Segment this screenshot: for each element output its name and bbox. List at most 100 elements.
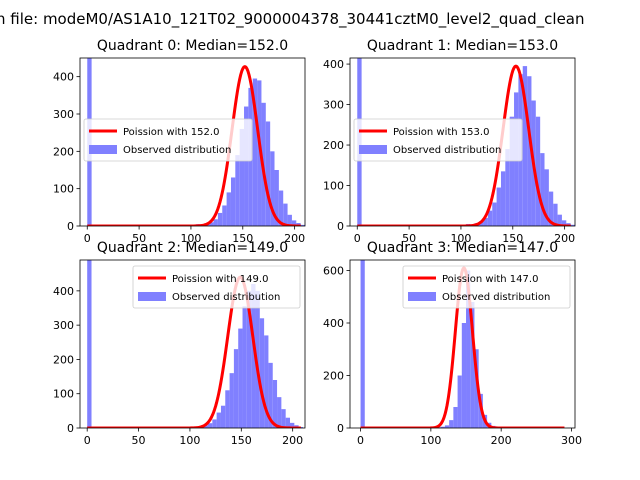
legend: Poission with 149.0 Observed distribution — [132, 265, 301, 309]
histogram-bar — [540, 153, 545, 226]
histogram-bar — [360, 260, 365, 428]
histogram-bar — [470, 302, 475, 428]
histogram-bar — [287, 214, 292, 226]
histogram-bar — [544, 169, 549, 226]
x-tick-label: 150 — [231, 434, 252, 447]
histogram-bar — [509, 116, 515, 226]
histogram-bar — [496, 187, 501, 226]
histogram-bar — [274, 170, 279, 226]
y-tick-label: 300 — [53, 319, 74, 332]
y-tick-label: 200 — [323, 139, 344, 152]
legend-label-poisson: Poission with 147.0 — [442, 274, 538, 285]
histogram-bar — [449, 420, 454, 428]
histogram-bar — [203, 425, 209, 428]
y-tick-label: 200 — [53, 353, 74, 366]
y-tick-label: 0 — [337, 220, 344, 233]
y-tick-label: 400 — [53, 71, 74, 84]
legend: Poission with 153.0 Observed distribution — [353, 118, 523, 162]
legend-label-observed: Observed distribution — [393, 145, 501, 156]
histogram-bar — [553, 203, 558, 226]
quadrant-3-title: Quadrant 3: Median=147.0 — [367, 240, 558, 256]
histogram-bar — [222, 205, 227, 226]
histogram-bar — [238, 328, 243, 428]
y-tick-label: 0 — [67, 220, 74, 233]
legend-bar-swatch — [359, 145, 387, 154]
legend-label-observed: Observed distribution — [172, 292, 280, 303]
histogram-bar — [225, 390, 230, 428]
y-tick-label: 200 — [53, 145, 74, 158]
histogram-bar — [87, 260, 92, 428]
histogram-bar — [492, 202, 497, 226]
histogram-bar — [466, 270, 471, 428]
histogram-bar — [522, 66, 528, 226]
histogram-bar — [527, 76, 532, 226]
histogram-bar — [283, 203, 288, 226]
histogram-bar — [265, 121, 271, 226]
legend-bar-swatch — [408, 292, 436, 301]
legend: Poission with 152.0 Observed distribution — [83, 118, 253, 162]
histogram-bar — [244, 106, 249, 226]
histogram-bar — [209, 222, 214, 226]
histogram-bar — [285, 417, 290, 428]
histogram-bar — [220, 405, 226, 428]
y-tick-label: 100 — [53, 388, 74, 401]
histogram-bar — [548, 191, 554, 226]
axes-frame — [79, 57, 306, 227]
axes-frame — [349, 259, 576, 429]
histogram-bar — [278, 190, 284, 226]
x-tick-label: 100 — [179, 434, 200, 447]
histogram-bar — [277, 397, 282, 428]
y-tick-label: 400 — [53, 285, 74, 298]
histogram-bar — [500, 171, 506, 226]
histogram-bar — [246, 290, 252, 428]
legend-box — [132, 265, 301, 309]
histogram-bar — [444, 425, 450, 428]
histogram-bar — [212, 419, 217, 428]
histogram-bar — [535, 116, 541, 226]
histogram-bar — [272, 380, 278, 428]
histogram-bar — [251, 284, 256, 428]
histogram-bar — [208, 423, 213, 428]
axes-frame — [79, 259, 306, 429]
histogram-bar — [561, 220, 567, 226]
x-tick-label: 50 — [132, 232, 146, 245]
x-tick-label: 300 — [561, 434, 582, 447]
histogram-bar — [230, 177, 236, 226]
histogram-bar — [487, 210, 493, 226]
legend-label-poisson: Poission with 153.0 — [393, 127, 489, 138]
legend: Poission with 147.0 Observed distribution — [402, 265, 571, 309]
x-tick-label: 200 — [554, 232, 575, 245]
histogram-bar — [570, 224, 575, 226]
x-tick-label: 50 — [402, 232, 416, 245]
histogram-bar — [233, 349, 239, 428]
y-tick-label: 300 — [323, 99, 344, 112]
histogram-bar — [474, 349, 479, 428]
histogram-bar — [255, 290, 260, 428]
y-tick-label: 0 — [337, 422, 344, 435]
x-tick-label: 0 — [354, 232, 361, 245]
histogram-bar — [213, 219, 218, 226]
histogram-bar — [300, 224, 305, 226]
histogram-bar — [270, 151, 275, 226]
histogram-bar — [252, 78, 258, 226]
legend-box — [83, 118, 253, 162]
x-tick-label: 0 — [84, 434, 91, 447]
x-tick-label: 0 — [357, 434, 364, 447]
histogram-bar — [291, 220, 297, 226]
histogram-bar — [268, 362, 273, 428]
y-tick-label: 400 — [323, 58, 344, 71]
y-tick-label: 0 — [67, 422, 74, 435]
quadrant-3-panel: 0 100 200 300 0 200 400 600 Poission with 147.0 O… — [323, 240, 582, 447]
x-tick-label: 50 — [132, 434, 146, 447]
legend-box — [353, 118, 523, 162]
x-tick-label: 150 — [502, 232, 523, 245]
x-tick-label: 200 — [284, 232, 305, 245]
y-tick-label: 100 — [323, 180, 344, 193]
histogram-bar — [557, 214, 562, 226]
histogram-bar — [281, 409, 286, 428]
legend-bar-swatch — [138, 292, 166, 301]
axes-frame — [349, 57, 576, 227]
legend-label-observed: Observed distribution — [123, 145, 231, 156]
